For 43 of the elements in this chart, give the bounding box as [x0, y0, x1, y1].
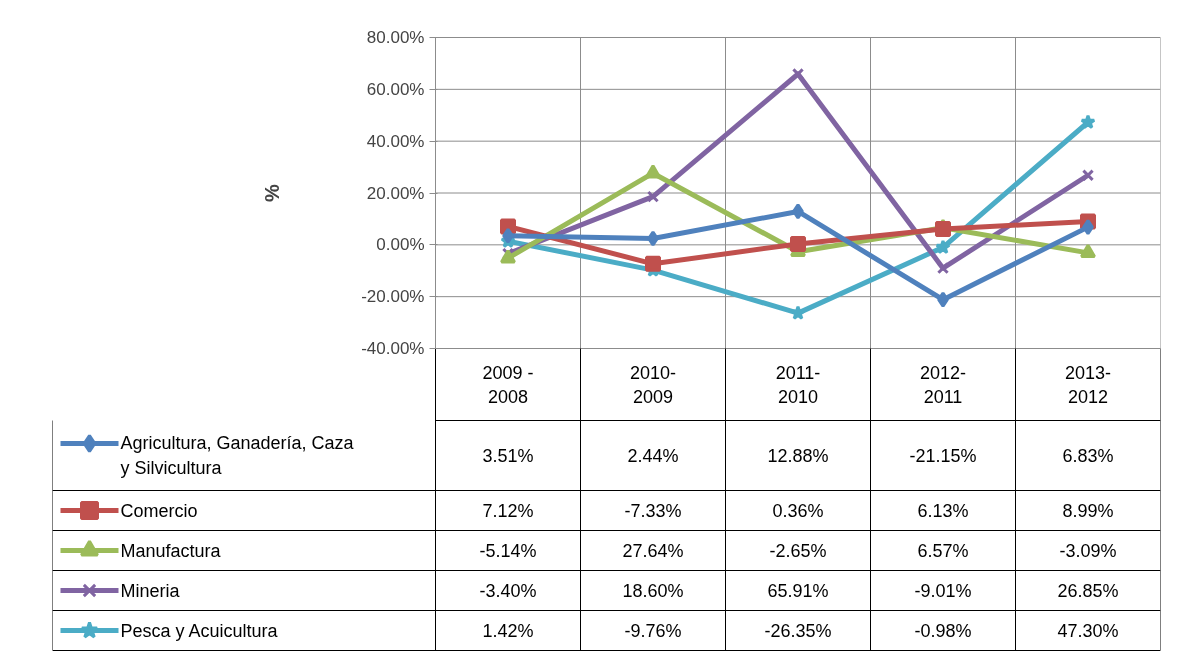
legend-label: Manufactura [120, 540, 222, 561]
data-label: 6.13% [917, 500, 969, 521]
data-label: -0.98% [914, 620, 972, 641]
data-label: -9.01% [914, 580, 972, 601]
y-tick-label: -20.00% [361, 287, 425, 307]
legend-label: Pesca y Acuicultura [120, 620, 279, 641]
data-label: 2.44% [627, 445, 679, 466]
data-label: 1.42% [482, 620, 534, 641]
data-label: 6.57% [917, 540, 969, 561]
data-label: -5.14% [479, 540, 537, 561]
data-label: 47.30% [1057, 620, 1119, 641]
data-label: 65.91% [767, 580, 829, 601]
y-tick-label: 0.00% [376, 235, 425, 255]
x-tick-label: 2011-2010 [775, 362, 821, 407]
data-label: -3.40% [479, 580, 537, 601]
data-label: 0.36% [772, 500, 824, 521]
y-tick-label: 60.00% [366, 79, 425, 99]
legend-label: Comercio [120, 500, 198, 521]
x-tick-label: 2009 - 2008 [482, 362, 534, 407]
data-label: -3.09% [1059, 540, 1117, 561]
y-tick-label: 80.00% [366, 28, 425, 47]
data-label: 6.83% [1062, 445, 1114, 466]
x-tick-label: 2013-2012 [1064, 362, 1112, 407]
y-tick-label: 40.00% [366, 131, 425, 151]
legend-label: Mineria [120, 580, 181, 601]
data-label: -9.76% [624, 620, 682, 641]
y-axis-title: % [261, 183, 284, 202]
data-label: -7.33% [624, 500, 682, 521]
data-label: 12.88% [767, 445, 829, 466]
x-tick-label: 2012-2011 [919, 362, 967, 407]
legend-label: Agricultura, Ganadería, Caza y Silvicultura [120, 433, 355, 478]
data-label: 27.64% [622, 540, 684, 561]
data-label: 26.85% [1057, 580, 1119, 601]
data-label: 18.60% [622, 580, 684, 601]
data-label: -21.15% [909, 445, 977, 466]
y-tick-label: 20.00% [366, 183, 425, 203]
data-label: 7.12% [482, 500, 534, 521]
data-label: -26.35% [764, 620, 832, 641]
data-label: 3.51% [482, 445, 534, 466]
data-label: -2.65% [769, 540, 827, 561]
data-label: 8.99% [1062, 500, 1114, 521]
y-tick-label: -40.00% [361, 339, 425, 358]
x-tick-label: 2010-2009 [629, 362, 677, 407]
